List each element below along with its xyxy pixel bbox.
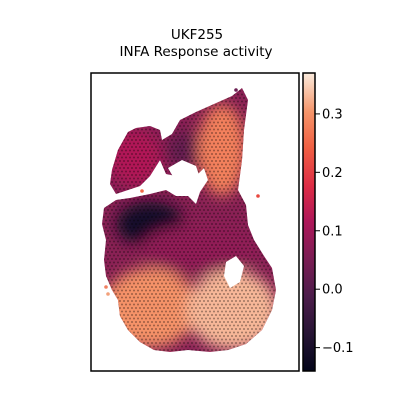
colorbar-tick-label: 0.1	[322, 224, 343, 239]
colorbar-tick-label: −0.1	[322, 341, 354, 356]
stray-spot	[106, 292, 110, 296]
stray-spot	[104, 285, 108, 289]
colorbar-tick-label: 0.3	[322, 107, 343, 122]
gap-right	[224, 256, 244, 288]
stray-spots	[104, 88, 260, 296]
stray-spot	[256, 194, 260, 198]
tissue-spots	[102, 88, 276, 352]
colorbar-ticks: −0.1 0.0 0.1 0.2 0.3	[315, 107, 354, 356]
stray-spot	[140, 189, 144, 193]
chart-title: UKF255	[171, 27, 223, 43]
gap-upper	[168, 160, 200, 186]
colorbar-tick-label: 0.2	[322, 166, 343, 181]
colorbar	[302, 72, 316, 372]
colorbar-tick-label: 0.0	[322, 283, 343, 298]
stray-spot	[234, 88, 238, 92]
tissue-gaps	[168, 160, 244, 288]
chart-subtitle: INFA Response activity	[119, 44, 272, 60]
